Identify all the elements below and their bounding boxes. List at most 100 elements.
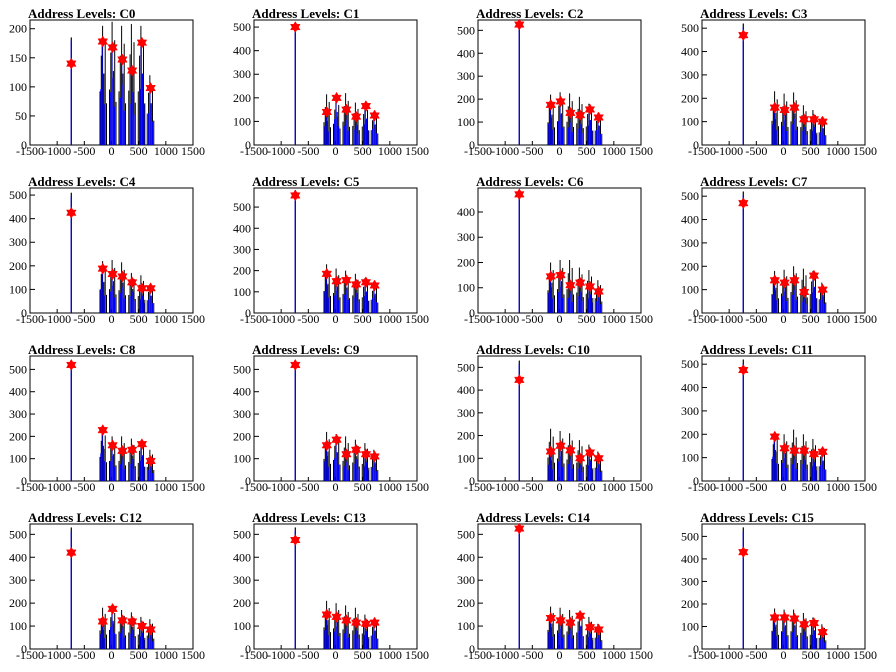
y-tick-label: 200 xyxy=(457,255,475,269)
histogram-panel: Address Levels: C10 0 100 200 300 400 500 -1500… xyxy=(457,342,653,494)
y-tick-label: 300 xyxy=(681,574,699,588)
peak-marker xyxy=(350,443,362,456)
peak-marker xyxy=(565,444,576,457)
peak-marker xyxy=(290,189,301,202)
peak-marker xyxy=(808,269,820,282)
x-tick-label: 1000 xyxy=(826,144,850,158)
x-tick-label: 0 xyxy=(333,648,339,662)
chart-title: Address Levels: C7 xyxy=(700,174,808,189)
y-tick-label: 100 xyxy=(457,451,475,465)
peak-marker xyxy=(331,91,342,104)
y-tick-label: 500 xyxy=(457,23,475,37)
y-tick-label: 500 xyxy=(9,188,27,202)
histogram-panel: Address Levels: C11 0 100 200 300 400 500 -1500… xyxy=(681,342,877,494)
peak-marker xyxy=(136,438,148,451)
x-tick-label: 1500 xyxy=(405,312,429,326)
y-tick-label: 200 xyxy=(233,91,251,105)
peak-marker xyxy=(593,285,604,298)
peak-marker xyxy=(290,21,301,34)
y-tick-label: 0 xyxy=(469,642,475,656)
peak-marker xyxy=(341,103,352,116)
peak-marker xyxy=(817,626,828,639)
x-tick-label: 1000 xyxy=(602,648,626,662)
y-tick-label: 300 xyxy=(233,573,251,587)
x-tick-label: 0 xyxy=(333,480,339,494)
peak-marker xyxy=(145,454,156,467)
peak-marker xyxy=(584,280,596,293)
peak-marker xyxy=(117,53,128,66)
y-tick-label: 200 xyxy=(681,259,699,273)
y-tick-label: 200 xyxy=(9,259,27,273)
peak-marker xyxy=(779,104,790,117)
x-tick-label: 1500 xyxy=(181,648,205,662)
peak-marker xyxy=(545,270,557,283)
peak-marker xyxy=(360,448,372,461)
x-tick-label: 1000 xyxy=(378,648,402,662)
y-tick-label: 100 xyxy=(681,115,699,129)
x-tick-label: 0 xyxy=(781,312,787,326)
y-tick-label: 0 xyxy=(469,474,475,488)
y-tick-label: 400 xyxy=(233,550,251,564)
x-tick-label: -500 xyxy=(745,312,767,326)
x-tick-label: 500 xyxy=(130,480,148,494)
y-tick-label: 500 xyxy=(233,527,251,541)
x-tick-label: 1500 xyxy=(853,312,877,326)
histogram-panel: Address Levels: C90100200300400500-1500-… xyxy=(233,342,429,494)
y-tick-label: 100 xyxy=(233,619,251,633)
x-tick-label: -1500 xyxy=(464,648,492,662)
x-tick-label: 1500 xyxy=(181,312,205,326)
x-tick-label: -500 xyxy=(745,480,767,494)
y-tick-label: 500 xyxy=(9,527,27,541)
x-tick-label: 500 xyxy=(578,144,596,158)
y-tick-label: 200 xyxy=(233,264,251,278)
peak-marker xyxy=(97,615,109,628)
x-tick-label: -1500 xyxy=(16,648,44,662)
y-tick-label: 400 xyxy=(681,45,699,59)
x-tick-label: 1000 xyxy=(602,312,626,326)
y-tick-label: 0 xyxy=(21,642,27,656)
y-tick-label: 300 xyxy=(233,242,251,256)
y-tick-label: 400 xyxy=(9,212,27,226)
peak-marker xyxy=(117,444,128,457)
peak-marker xyxy=(738,29,749,42)
peak-marker xyxy=(350,110,362,123)
x-tick-label: 0 xyxy=(781,648,787,662)
y-tick-label: 400 xyxy=(233,385,251,399)
x-tick-label: 0 xyxy=(109,144,115,158)
y-tick-label: 300 xyxy=(9,235,27,249)
y-tick-label: 200 xyxy=(233,596,251,610)
peak-marker xyxy=(593,452,604,465)
peak-marker xyxy=(514,18,525,31)
x-tick-label: 500 xyxy=(130,144,148,158)
x-tick-label: 1000 xyxy=(154,312,178,326)
peak-marker xyxy=(779,442,790,455)
y-tick-label: 400 xyxy=(681,213,699,227)
y-tick-label: 400 xyxy=(233,44,251,58)
peak-marker xyxy=(321,267,333,280)
x-tick-label: -500 xyxy=(73,312,95,326)
peak-marker xyxy=(341,448,352,461)
chart-title: Address Levels: C10 xyxy=(476,342,590,357)
y-tick-label: 300 xyxy=(457,406,475,420)
y-tick-label: 300 xyxy=(681,404,699,418)
peak-marker xyxy=(321,439,333,452)
y-tick-label: 500 xyxy=(233,200,251,214)
x-tick-label: -1500 xyxy=(16,144,44,158)
x-tick-label: 0 xyxy=(557,144,563,158)
peak-marker xyxy=(341,274,352,287)
peak-marker xyxy=(808,448,820,461)
x-tick-label: 0 xyxy=(333,312,339,326)
x-tick-label: -1500 xyxy=(240,144,268,158)
x-tick-label: 1000 xyxy=(602,480,626,494)
x-tick-label: 0 xyxy=(109,312,115,326)
x-tick-label: -1000 xyxy=(491,312,519,326)
peak-marker xyxy=(97,35,109,48)
y-tick-label: 200 xyxy=(457,92,475,106)
y-tick-label: 200 xyxy=(681,597,699,611)
histogram-panel: Address Levels: C6 0 100 200 300 400 -1500 -100… xyxy=(457,174,653,326)
y-tick-label: 500 xyxy=(457,527,475,541)
x-tick-label: 0 xyxy=(333,144,339,158)
x-tick-label: 500 xyxy=(802,144,820,158)
peak-marker xyxy=(779,611,790,624)
peak-marker xyxy=(817,283,828,296)
